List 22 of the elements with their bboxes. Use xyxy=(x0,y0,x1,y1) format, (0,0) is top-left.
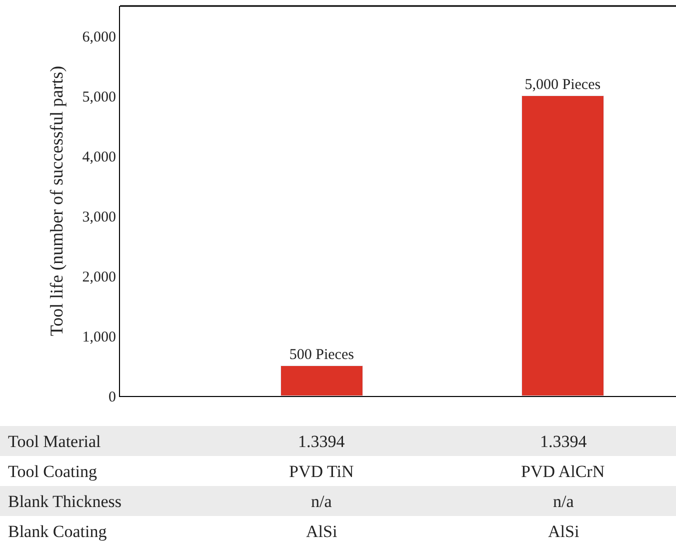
y-tick-label: 3,000 xyxy=(82,209,116,226)
text: Tool Material xyxy=(8,432,102,451)
text: PVD AlCrN xyxy=(521,462,605,481)
y-tick-label: 5,000 xyxy=(82,89,116,106)
text: 1.3394 xyxy=(540,432,588,451)
y-tick-label: 6,000 xyxy=(82,29,116,46)
text: Blank Coating xyxy=(8,522,108,541)
data-label: 5,000 Pieces xyxy=(524,76,601,93)
y-tick-label: 1,000 xyxy=(82,329,116,346)
text: n/a xyxy=(553,492,574,511)
text: 1.3394 xyxy=(298,432,346,451)
text: n/a xyxy=(311,492,332,511)
data-label: 500 Pieces xyxy=(289,346,354,363)
text: AlSi xyxy=(548,522,580,541)
text: AlSi xyxy=(306,522,338,541)
y-axis-title: Tool life (number of successful parts) xyxy=(46,66,66,336)
text: Tool Coating xyxy=(8,462,98,481)
y-tick-label: 0 xyxy=(108,389,116,406)
text: PVD TiN xyxy=(289,462,354,481)
y-tick-label: 2,000 xyxy=(82,269,116,286)
text: Blank Thickness xyxy=(8,492,122,511)
y-tick-label: 4,000 xyxy=(82,149,116,166)
